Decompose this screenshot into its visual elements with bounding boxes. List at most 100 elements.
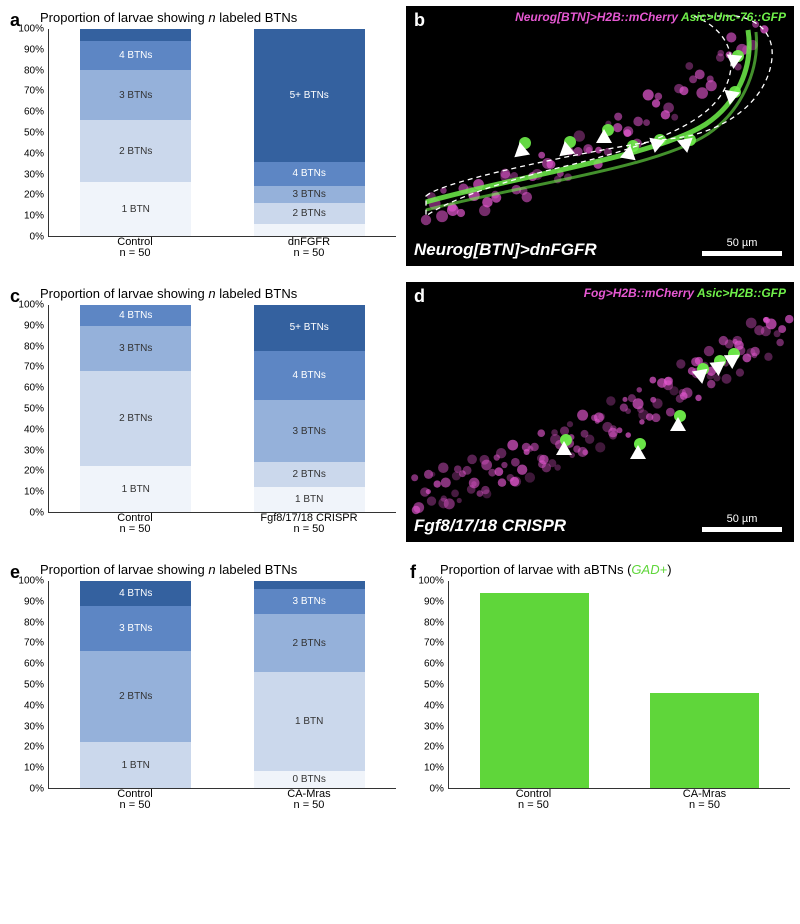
y-tick: 80% — [24, 65, 44, 76]
bar-segment: 1 BTN — [254, 672, 365, 771]
panel-letter: a — [10, 10, 20, 31]
segment-label: 1 BTN — [122, 760, 150, 771]
stacked-bar: 2 BTNs3 BTNs4 BTNs5+ BTNs — [254, 29, 365, 236]
y-tick: 80% — [24, 341, 44, 352]
bar-segment: 5+ BTNs — [254, 305, 365, 351]
simple-bars — [449, 581, 790, 788]
y-axis: 0%10%20%30%40%50%60%70%80%90%100% — [414, 581, 446, 789]
bar-column: 1 BTN2 BTNs3 BTNs4 BTNs5+ BTNs — [222, 305, 395, 512]
bar-segment: 2 BTNs — [80, 371, 191, 466]
bar — [650, 693, 759, 788]
row-3: e Proportion of larvae showing n labeled… — [6, 558, 794, 811]
bar-segment: 2 BTNs — [80, 120, 191, 182]
y-tick: 100% — [418, 576, 444, 587]
arrowhead-icon — [556, 441, 572, 455]
bar-segment: 4 BTNs — [80, 41, 191, 70]
panel-c: c Proportion of larvae showing n labeled… — [6, 282, 400, 542]
segment-label: 2 BTNs — [293, 469, 326, 480]
y-tick: 20% — [24, 190, 44, 201]
arrowhead-icon — [724, 355, 740, 370]
x-labels: Controln = 50CA-Mrasn = 50 — [48, 789, 396, 811]
bar-column — [449, 581, 620, 788]
panel-e: e Proportion of larvae showing n labeled… — [6, 558, 400, 811]
bar-segment: 3 BTNs — [254, 400, 365, 462]
bottom-label-b: Neurog[BTN]>dnFGFR — [414, 240, 597, 260]
y-tick: 60% — [424, 659, 444, 670]
y-tick: 100% — [18, 576, 44, 587]
y-tick: 70% — [24, 362, 44, 373]
y-tick: 10% — [24, 763, 44, 774]
y-tick: 10% — [24, 487, 44, 498]
y-tick: 50% — [24, 680, 44, 691]
stacked-bar: 1 BTN2 BTNs3 BTNs4 BTNs5+ BTNs — [254, 305, 365, 512]
scalebar-text: 50 µm — [727, 237, 758, 249]
y-axis: 0%10%20%30%40%50%60%70%80%90%100% — [14, 305, 46, 513]
row-2: c Proportion of larvae showing n labeled… — [6, 282, 794, 542]
bar-segment: 0 BTNs — [254, 771, 365, 788]
micrograph-d-svg — [406, 282, 794, 542]
bar-segment: 5+ BTNs — [254, 29, 365, 161]
bar-segment: 3 BTNs — [80, 326, 191, 372]
segment-label: 3 BTNs — [293, 189, 326, 200]
bar-column: 1 BTN2 BTNs3 BTNs4 BTNs — [49, 29, 222, 236]
scalebar-b: 50 µm — [702, 237, 782, 256]
arrowhead-icon — [670, 417, 686, 431]
panel-letter: f — [410, 562, 416, 583]
panel-letter: d — [414, 286, 425, 307]
arrowhead-icon — [596, 129, 612, 143]
panel-d: d Fog>H2B::mCherry Asic>H2B::GFP Fgf8/17… — [406, 282, 794, 542]
y-tick: 70% — [24, 86, 44, 97]
panel-letter: b — [414, 10, 425, 31]
y-tick: 50% — [24, 404, 44, 415]
bar-column — [619, 581, 790, 788]
segment-label: 2 BTNs — [293, 638, 326, 649]
scalebar-d: 50 µm — [702, 513, 782, 532]
bar-segment: 4 BTNs — [80, 581, 191, 606]
y-tick: 30% — [24, 169, 44, 180]
chart-title-c: Proportion of larvae showing n labeled B… — [40, 286, 400, 301]
y-tick: 60% — [24, 659, 44, 670]
arrowhead-icon — [725, 54, 742, 69]
bar-segment — [254, 581, 365, 589]
arrowhead-icon — [677, 138, 695, 155]
bar-segment — [254, 224, 365, 236]
segment-label: 2 BTNs — [119, 146, 152, 157]
segment-label: 0 BTNs — [293, 774, 326, 785]
legend-item: Fog>H2B::mCherry — [584, 286, 694, 300]
x-labels: Controln = 50Fgf8/17/18 CRISPRn = 50 — [48, 513, 396, 535]
bar-segment: 3 BTNs — [80, 606, 191, 652]
segment-label: 3 BTNs — [293, 596, 326, 607]
y-tick: 20% — [24, 742, 44, 753]
y-tick: 90% — [24, 44, 44, 55]
plot: 1 BTN2 BTNs3 BTNs4 BTNs2 BTNs 3 BTNs 4 BTN… — [48, 29, 396, 237]
x-label: CA-Mrasn = 50 — [222, 789, 396, 811]
bar-segment: 4 BTNs — [254, 162, 365, 187]
y-tick: 0% — [30, 232, 44, 243]
y-tick: 50% — [24, 128, 44, 139]
y-tick: 0% — [30, 508, 44, 519]
x-label: Controln = 50 — [448, 789, 619, 811]
bar-column: 1 BTN2 BTNs3 BTNs4 BTNs — [49, 581, 222, 788]
panel-letter: c — [10, 286, 20, 307]
bar-segment: 1 BTN — [80, 466, 191, 512]
segment-label: 5+ BTNs — [290, 322, 329, 333]
bar-segment — [80, 29, 191, 41]
arrowhead-icon — [630, 445, 646, 459]
plot — [448, 581, 790, 789]
y-tick: 50% — [424, 680, 444, 691]
bar-column: 0 BTNs 1 BTN 2 BTNs 3 BTNs — [222, 581, 395, 788]
arrowhead-icon — [722, 90, 740, 107]
scalebar-line — [702, 251, 782, 256]
stacked-bar: 1 BTN2 BTNs3 BTNs4 BTNs — [80, 581, 191, 788]
arrowhead-icon — [620, 144, 638, 161]
bar — [480, 593, 589, 788]
arrowhead-icon — [512, 141, 530, 158]
figure: a Proportion of larvae showing n labeled… — [0, 0, 800, 817]
bar-column: 2 BTNs3 BTNs4 BTNs5+ BTNs — [222, 29, 395, 236]
y-tick: 40% — [24, 424, 44, 435]
bar-segment: 3 BTNs — [254, 589, 365, 614]
segment-label: 3 BTNs — [293, 426, 326, 437]
bar-segment: 1 BTN — [80, 742, 191, 788]
segment-label: 3 BTNs — [119, 343, 152, 354]
y-tick: 40% — [24, 148, 44, 159]
